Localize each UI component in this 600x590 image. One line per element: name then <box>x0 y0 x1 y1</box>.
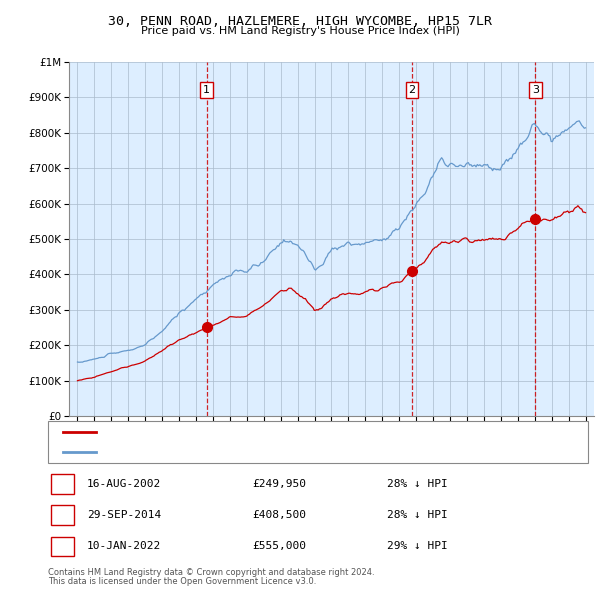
Text: 3: 3 <box>59 542 66 551</box>
Text: This data is licensed under the Open Government Licence v3.0.: This data is licensed under the Open Gov… <box>48 578 316 586</box>
Text: 30, PENN ROAD, HAZLEMERE, HIGH WYCOMBE, HP15 7LR (detached house): 30, PENN ROAD, HAZLEMERE, HIGH WYCOMBE, … <box>102 428 460 437</box>
Text: 2: 2 <box>59 510 66 520</box>
Text: 28% ↓ HPI: 28% ↓ HPI <box>387 479 448 489</box>
Text: 10-JAN-2022: 10-JAN-2022 <box>87 542 161 551</box>
Text: 16-AUG-2002: 16-AUG-2002 <box>87 479 161 489</box>
Text: 30, PENN ROAD, HAZLEMERE, HIGH WYCOMBE, HP15 7LR: 30, PENN ROAD, HAZLEMERE, HIGH WYCOMBE, … <box>108 15 492 28</box>
Text: Price paid vs. HM Land Registry's House Price Index (HPI): Price paid vs. HM Land Registry's House … <box>140 26 460 36</box>
Text: HPI: Average price, detached house, Buckinghamshire: HPI: Average price, detached house, Buck… <box>102 447 360 456</box>
Text: 3: 3 <box>532 86 539 95</box>
Text: 29% ↓ HPI: 29% ↓ HPI <box>387 542 448 551</box>
Text: 1: 1 <box>59 479 66 489</box>
Text: £249,950: £249,950 <box>252 479 306 489</box>
Text: 1: 1 <box>203 86 210 95</box>
Text: 2: 2 <box>409 86 416 95</box>
Text: £408,500: £408,500 <box>252 510 306 520</box>
Text: 28% ↓ HPI: 28% ↓ HPI <box>387 510 448 520</box>
Text: 29-SEP-2014: 29-SEP-2014 <box>87 510 161 520</box>
Text: Contains HM Land Registry data © Crown copyright and database right 2024.: Contains HM Land Registry data © Crown c… <box>48 568 374 577</box>
Text: £555,000: £555,000 <box>252 542 306 551</box>
